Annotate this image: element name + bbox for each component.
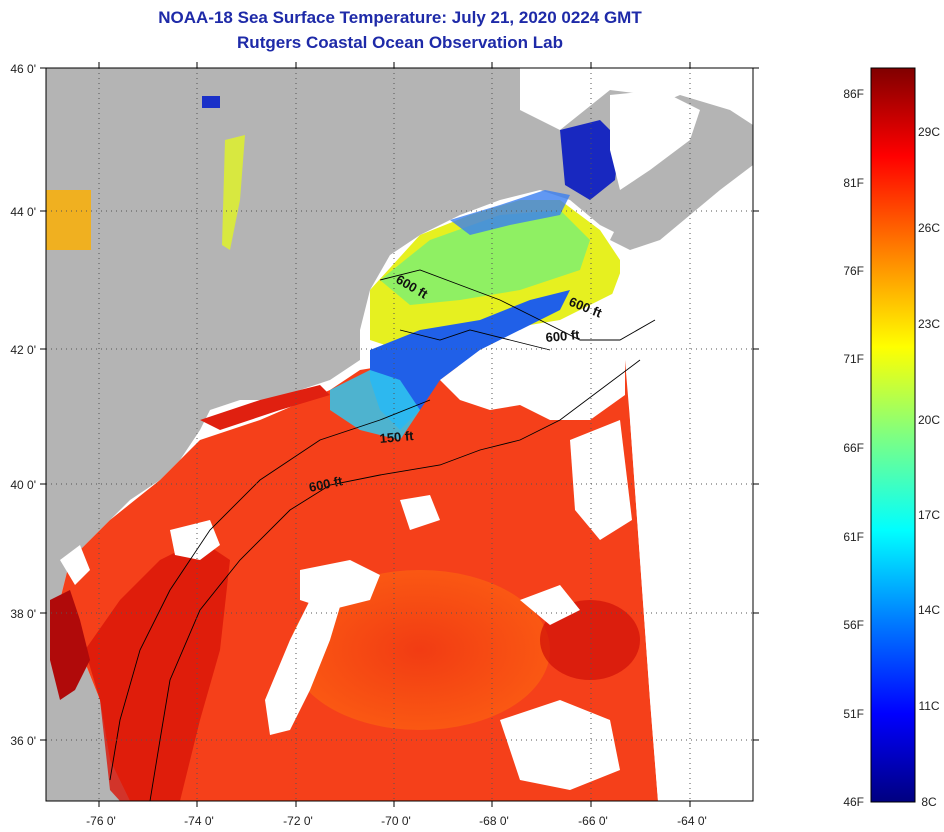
- colorbar-c-23: 23C: [918, 317, 940, 331]
- lon-label-72: -72 0': [283, 814, 313, 828]
- sst-patch-nw: [46, 190, 91, 250]
- title-line-2: Rutgers Coastal Ocean Observation Lab: [237, 33, 563, 52]
- lat-label-36: 36 0': [10, 734, 36, 748]
- lon-label-76: -76 0': [86, 814, 116, 828]
- colorbar-c-8: 8C: [921, 795, 937, 809]
- sst-bay-of-fundy-cold: [560, 120, 620, 200]
- colorbar-f-86: 86F: [843, 87, 864, 101]
- isobath-150ft: [109, 399, 431, 781]
- colorbar-f-71: 71F: [843, 352, 864, 366]
- cloud-southeast: [500, 700, 620, 790]
- isobath-label-4: 150 ft: [379, 428, 415, 446]
- sst-chesapeake: [50, 590, 90, 700]
- sst-patch-blue-1: [202, 96, 220, 108]
- sst-cold-band-blue: [370, 290, 570, 430]
- sst-gulf-of-maine-green: [380, 210, 590, 305]
- colorbar: [870, 67, 916, 803]
- sst-warm-eddy-2: [540, 600, 640, 680]
- isobath-label-3: 600 ft: [545, 327, 581, 345]
- colorbar-f-81: 81F: [843, 176, 864, 190]
- lon-label-74: -74 0': [184, 814, 214, 828]
- isobath-gulf-of-maine-2: [399, 329, 551, 351]
- cloud-patch-1: [520, 585, 580, 625]
- cloud-band-south: [265, 570, 345, 735]
- sst-cold-band-cyan: [330, 370, 420, 440]
- sst-warm-eddy: [290, 570, 550, 730]
- colorbar-c-14: 14C: [918, 603, 940, 617]
- cloud-nova-scotia: [610, 90, 700, 190]
- colorbar-c-26: 26C: [918, 221, 940, 235]
- colorbar-f-46: 46F: [843, 795, 864, 809]
- sst-long-island-sound: [200, 385, 330, 430]
- axis-ticks: [40, 62, 759, 807]
- colorbar-f-61: 61F: [843, 530, 864, 544]
- graticule: [46, 68, 753, 801]
- cloud-patch-2: [400, 495, 440, 530]
- lat-label-38: 38 0': [10, 607, 36, 621]
- colorbar-f-76: 76F: [843, 264, 864, 278]
- colorbar-c-11: 11C: [918, 699, 939, 713]
- lon-label-66: -66 0': [578, 814, 608, 828]
- cloud-east-mid: [570, 420, 632, 540]
- cloud-east-strip: [625, 258, 660, 801]
- sst-maine-coast-blue: [450, 190, 570, 235]
- lat-label-42: 42 0': [10, 343, 36, 357]
- sst-patch-lake: [222, 135, 245, 250]
- lon-label-68: -68 0': [479, 814, 509, 828]
- cloud-virginia-shore: [60, 545, 90, 585]
- cloud-coastal-nj: [170, 520, 220, 560]
- colorbar-f-66: 66F: [843, 441, 864, 455]
- colorbar-c-29: 29C: [918, 125, 940, 139]
- cloud-central: [300, 560, 380, 610]
- isobath-600ft-south: [149, 359, 641, 801]
- colorbar-c-17: 17C: [918, 508, 940, 522]
- title-line-1: NOAA-18 Sea Surface Temperature: July 21…: [158, 8, 642, 27]
- sst-hot-core: [85, 540, 230, 801]
- colorbar-f-51: 51F: [843, 707, 864, 721]
- cloud-offshore-east: [560, 260, 625, 410]
- colorbar-f-56: 56F: [843, 618, 864, 632]
- map-border: [45, 67, 754, 802]
- isobath-gulf-of-maine: [379, 269, 656, 341]
- lat-label-40: 40 0': [10, 478, 36, 492]
- lat-label-46: 46 0': [10, 62, 36, 76]
- lat-label-44: 44 0': [10, 205, 36, 219]
- lon-label-70: -70 0': [381, 814, 411, 828]
- land-mainland: [46, 68, 753, 801]
- colorbar-c-20: 20C: [918, 413, 940, 427]
- lon-label-64: -64 0': [677, 814, 707, 828]
